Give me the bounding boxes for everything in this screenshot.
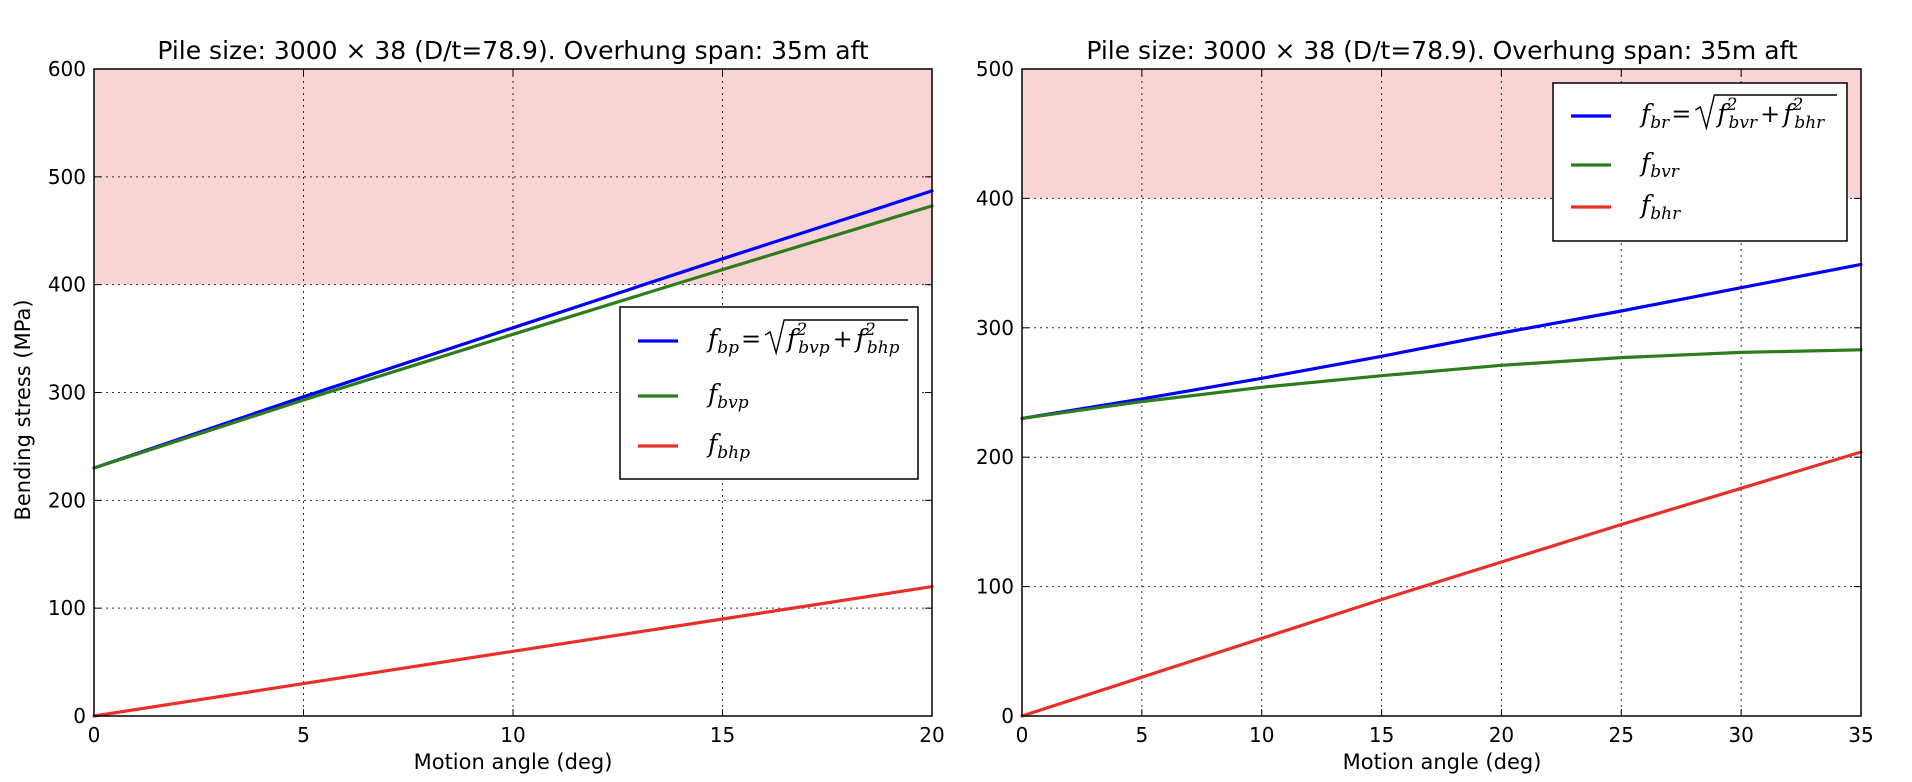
left-chart-legend-box — [619, 306, 919, 480]
left-chart-series-line-bhp — [92, 584, 934, 718]
left-chart-y-axis-label: Bending stress (MPa) — [11, 299, 35, 520]
right-chart-x-tick-label: 0 — [1016, 723, 1029, 747]
right-chart-legend-label-br: fbr= — [1639, 99, 1691, 133]
left-chart-y-tick-label: 200 — [48, 488, 86, 512]
left-chart-y-tick-label: 300 — [48, 381, 86, 405]
right-chart-series-line-bvr — [1020, 348, 1863, 420]
right-chart-x-tick-label: 30 — [1728, 723, 1753, 747]
left-chart-series-line-bp — [92, 189, 934, 470]
left-chart-x-tick-label: 5 — [297, 723, 310, 747]
right-chart-x-axis-label: Motion angle (deg) — [1343, 750, 1542, 774]
right-chart-plot-frame — [1021, 68, 1862, 717]
left-chart-legend: fbp= f2 bvp + f2 bhp fbvp fbhp — [619, 306, 919, 480]
right-chart-x-tick-label: 10 — [1249, 723, 1274, 747]
right-chart-y-tick-label: 300 — [976, 316, 1014, 340]
left-chart-legend-sqrt-sign — [764, 319, 908, 356]
left-chart-limit-band — [94, 69, 932, 285]
left-chart-title: Pile size: 3000 × 38 (D/t=78.9). Overhun… — [157, 36, 869, 65]
left-chart-panel: Pile size: 3000 × 38 (D/t=78.9). Overhun… — [11, 36, 945, 774]
left-chart-legend-label-bp: fbp= — [706, 324, 761, 358]
right-chart-series-line-br — [1020, 262, 1863, 420]
right-chart-legend-sqrt-sign — [1695, 94, 1837, 131]
right-chart-x-tick-label: 25 — [1609, 723, 1634, 747]
right-chart-legend-label-bhr: fbhr — [1639, 190, 1681, 224]
right-chart-legend-label-bvr: fbvr — [1639, 148, 1680, 182]
right-chart-series-line-bhr — [1020, 450, 1863, 718]
left-chart-y-tick-label: 500 — [48, 165, 86, 189]
left-chart-series-line-bvp — [92, 204, 934, 470]
right-chart-panel: Pile size: 3000 × 38 (D/t=78.9). Overhun… — [976, 36, 1874, 774]
right-chart-title: Pile size: 3000 × 38 (D/t=78.9). Overhun… — [1086, 36, 1798, 65]
left-chart-x-tick-label: 20 — [919, 723, 944, 747]
left-chart-legend-formula-bp: f2 bvp + f2 bhp — [785, 320, 900, 358]
left-chart-legend-label-bhp: fbhp — [706, 429, 750, 463]
left-chart-y-tick-label: 100 — [48, 596, 86, 620]
right-chart-x-tick-label: 35 — [1848, 723, 1873, 747]
left-chart-plot-frame — [93, 68, 933, 717]
left-chart-x-axis-label: Motion angle (deg) — [414, 750, 613, 774]
right-chart-x-tick-label: 20 — [1489, 723, 1514, 747]
right-chart-y-tick-label: 200 — [976, 445, 1014, 469]
left-chart-x-tick-label: 15 — [710, 723, 735, 747]
left-chart-legend-label-bvp: fbvp — [706, 379, 749, 413]
left-chart-x-tick-label: 0 — [88, 723, 101, 747]
right-chart-legend: fbr= f2 bvr + f2 bhr fbvr fbhr — [1552, 82, 1848, 242]
right-chart-legend-formula-br: f2 bvr + f2 bhr — [1715, 95, 1825, 133]
left-chart-y-tick-label: 400 — [48, 273, 86, 297]
left-chart-y-tick-label: 0 — [73, 704, 86, 728]
right-chart-x-tick-label: 5 — [1135, 723, 1148, 747]
right-chart-y-tick-label: 100 — [976, 575, 1014, 599]
right-chart-y-tick-label: 400 — [976, 186, 1014, 210]
left-chart-y-tick-label: 600 — [48, 57, 86, 81]
right-chart-legend-box — [1552, 82, 1848, 242]
left-chart-x-tick-label: 10 — [500, 723, 525, 747]
right-chart-x-tick-label: 15 — [1369, 723, 1394, 747]
right-chart-y-tick-label: 0 — [1001, 704, 1014, 728]
right-chart-y-tick-label: 500 — [976, 57, 1014, 81]
